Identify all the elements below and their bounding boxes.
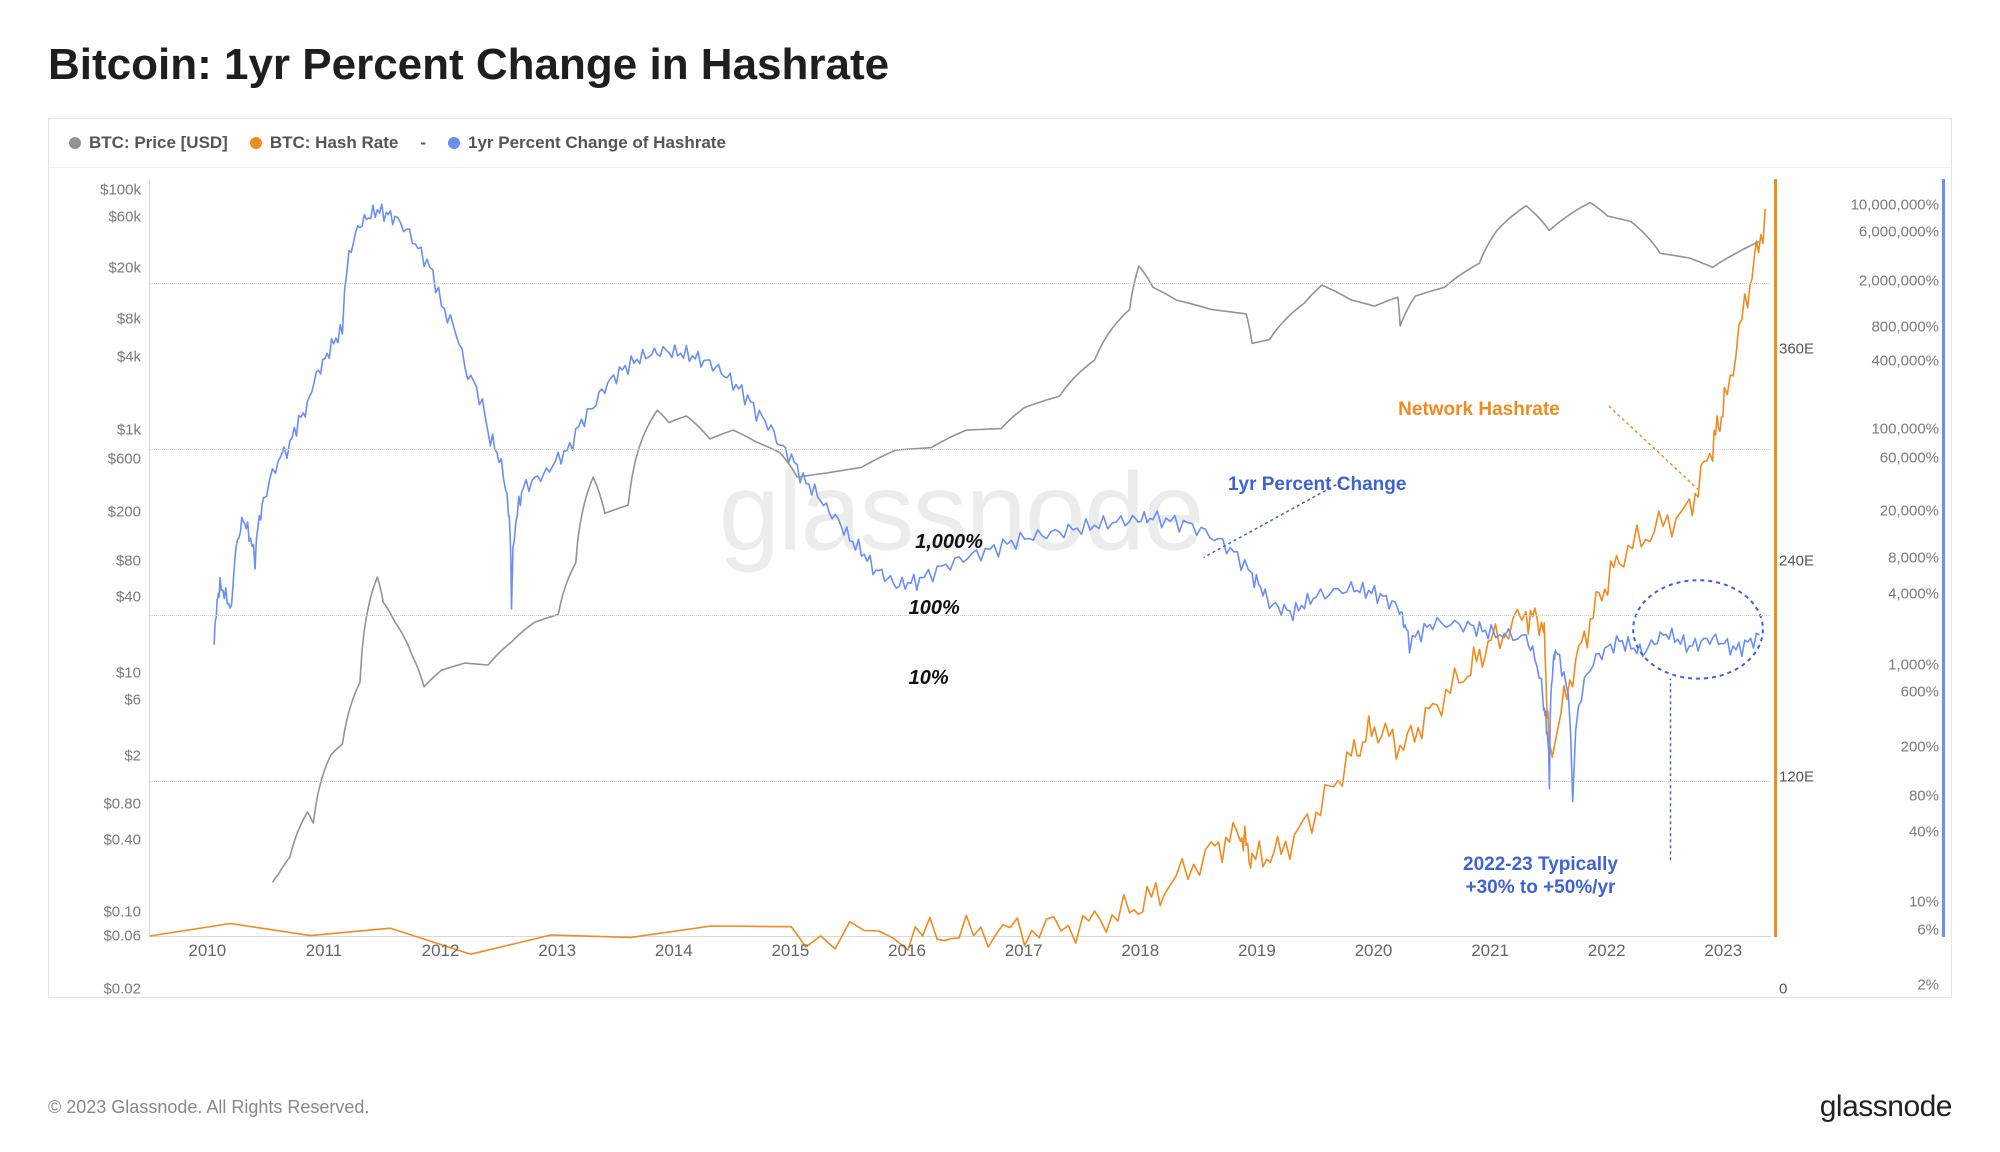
legend-hashrate: BTC: Hash Rate [250,133,398,153]
axis-bar-blue [1942,179,1945,937]
plot-inner: glassnode 1,000%100%10%Network Hashrate1… [149,179,1771,937]
legend-price-label: BTC: Price [USD] [89,133,228,153]
plot-area: glassnode 1,000%100%10%Network Hashrate1… [149,179,1771,937]
chart-svg [150,179,1771,936]
legend-pct-label: 1yr Percent Change of Hashrate [468,133,726,153]
annotation: 100% [909,597,960,620]
legend-hashrate-dot [250,137,262,149]
legend-price: BTC: Price [USD] [69,133,228,153]
legend-hashrate-label: BTC: Hash Rate [270,133,398,153]
legend-pct: 1yr Percent Change of Hashrate [448,133,726,153]
brand-logo: glassnode [1820,1090,1952,1124]
annotation-box-2022: 2022-23 Typically+30% to +50%/yr [1463,853,1618,901]
legend: BTC: Price [USD] BTC: Hash Rate - 1yr Pe… [49,119,1951,168]
legend-separator: - [420,133,426,153]
y-axis-left: $100k$60k$20k$8k$4k$1k$600$200$80$40$10$… [57,179,141,937]
legend-price-dot [69,137,81,149]
chart-title: Bitcoin: 1yr Percent Change in Hashrate [48,40,1952,90]
y-axis-right-hashrate: 360E240E120E0 [1779,179,1831,937]
legend-pct-dot [448,137,460,149]
annotation: 10% [909,667,949,690]
annotation: 1yr Percent Change [1228,474,1406,496]
annotation: 1,000% [915,531,983,554]
axis-bar-orange [1774,179,1777,937]
annotation: Network Hashrate [1398,399,1560,421]
copyright: © 2023 Glassnode. All Rights Reserved. [48,1097,369,1118]
chart-frame: BTC: Price [USD] BTC: Hash Rate - 1yr Pe… [48,118,1952,998]
footer: © 2023 Glassnode. All Rights Reserved. g… [48,1090,1952,1124]
x-axis: 2010201120122013201420152016201720182019… [149,941,1771,971]
y-axis-right-pct: 10,000,000%6,000,000%2,000,000%800,000%4… [1839,179,1939,937]
